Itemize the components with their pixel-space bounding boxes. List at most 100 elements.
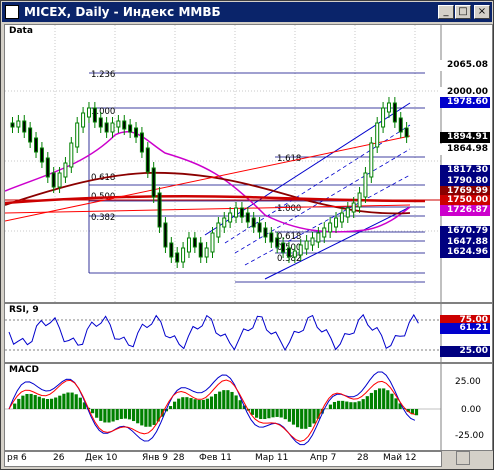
- candle: [222, 217, 227, 228]
- time-label: 28: [173, 453, 185, 463]
- macd-bar: [115, 409, 119, 421]
- macd-bar: [58, 395, 62, 409]
- price-panel[interactable]: 1.236 1.000 0.618 0.500 0.382 1.618 1.00…: [4, 24, 493, 303]
- macd-bar: [308, 409, 312, 427]
- macd-bar: [328, 404, 332, 409]
- macd-bar: [119, 409, 123, 419]
- candle: [339, 212, 344, 223]
- fib-label: 1.000: [91, 107, 115, 117]
- rsi-line: [8, 313, 419, 352]
- macd-bar: [283, 409, 287, 420]
- macd-bar: [373, 390, 378, 409]
- macd-bar: [234, 395, 238, 409]
- rsi-chart-svg: [5, 304, 442, 362]
- price-label: 1978.60: [440, 97, 490, 108]
- candle: [122, 120, 127, 130]
- macd-bar: [406, 409, 410, 412]
- fib-label: 1.236: [91, 70, 115, 80]
- candle: [169, 242, 174, 258]
- macd-bar: [140, 409, 144, 426]
- candle: [351, 202, 356, 213]
- rsi-panel[interactable]: RSI, 9 75.00 61.21 25.00: [4, 303, 493, 363]
- candle: [298, 244, 303, 256]
- time-label: ря 6: [7, 453, 27, 463]
- macd-bar: [70, 392, 74, 409]
- macd-bar: [255, 409, 259, 418]
- candle: [322, 227, 327, 238]
- maximize-button[interactable]: □: [455, 5, 471, 19]
- time-label: 26: [53, 453, 65, 463]
- macd-bar: [357, 401, 361, 409]
- chart-app-icon: [5, 5, 19, 19]
- candle: [234, 207, 239, 218]
- chart-shift-icon[interactable]: [456, 451, 470, 465]
- price-label: 1769.99: [440, 186, 490, 197]
- candle: [98, 117, 103, 128]
- macd-bar: [45, 399, 50, 409]
- minimize-button[interactable]: _: [438, 5, 454, 19]
- macd-bar: [62, 393, 66, 409]
- price-label: 1750.00: [440, 195, 490, 206]
- macd-bar: [263, 409, 267, 420]
- time-label: Мар 11: [255, 453, 289, 463]
- candle: [334, 217, 339, 228]
- title-bar[interactable]: MICEX, Daily - Индекс ММВБ _ □ ×: [2, 2, 492, 22]
- candle: [275, 237, 280, 248]
- candle: [81, 112, 86, 128]
- macd-bar: [156, 409, 160, 422]
- candle: [139, 132, 144, 153]
- macd-bar: [291, 409, 296, 425]
- macd-bar: [218, 391, 222, 409]
- macd-bar: [337, 400, 341, 409]
- time-label: Дек 10: [85, 453, 118, 463]
- price-label: 1647.88: [440, 237, 490, 248]
- candle: [269, 232, 274, 243]
- macd-bar: [91, 409, 95, 414]
- macd-bar: [168, 406, 173, 409]
- candle: [381, 107, 386, 128]
- candle: [386, 102, 391, 113]
- macd-bar: [111, 409, 115, 422]
- time-label: Фев 11: [199, 453, 232, 463]
- candle: [345, 207, 350, 218]
- macd-bar: [107, 409, 111, 423]
- macd-bar: [287, 409, 291, 422]
- candle: [134, 127, 139, 138]
- candle: [363, 172, 368, 198]
- candle: [251, 217, 256, 228]
- macd-bar: [230, 391, 234, 409]
- macd-panel[interactable]: MACD 25.00 0.00 -25.00: [4, 363, 493, 451]
- macd-bar: [226, 390, 230, 409]
- candle: [198, 242, 203, 258]
- macd-bar: [50, 398, 54, 409]
- close-button[interactable]: ×: [474, 5, 490, 19]
- candle: [34, 137, 39, 153]
- macd-bar: [21, 395, 25, 409]
- macd-bar: [361, 399, 365, 409]
- macd-bar: [54, 397, 58, 409]
- macd-bar: [414, 409, 419, 416]
- candle: [263, 227, 268, 238]
- candle: [157, 192, 162, 228]
- macd-bar: [205, 398, 209, 409]
- price-label: 1864.98: [440, 144, 490, 155]
- macd-bar: [250, 409, 255, 415]
- macd-bar: [152, 409, 156, 425]
- macd-bar: [365, 396, 369, 409]
- macd-bar: [173, 401, 177, 409]
- macd-chart-svg: [5, 364, 442, 450]
- macd-bar: [398, 403, 402, 409]
- macd-bar: [304, 409, 308, 429]
- macd-bar: [238, 400, 242, 409]
- macd-bar: [37, 396, 41, 409]
- candle: [75, 122, 80, 148]
- candle: [151, 167, 156, 198]
- candle: [210, 232, 215, 253]
- macd-bar: [103, 409, 107, 423]
- time-label: Янв 9: [142, 453, 169, 463]
- macd-signal-line: [8, 379, 416, 442]
- macd-bar: [378, 388, 382, 409]
- macd-bar: [144, 409, 148, 427]
- candle: [104, 122, 109, 133]
- candle: [310, 237, 315, 246]
